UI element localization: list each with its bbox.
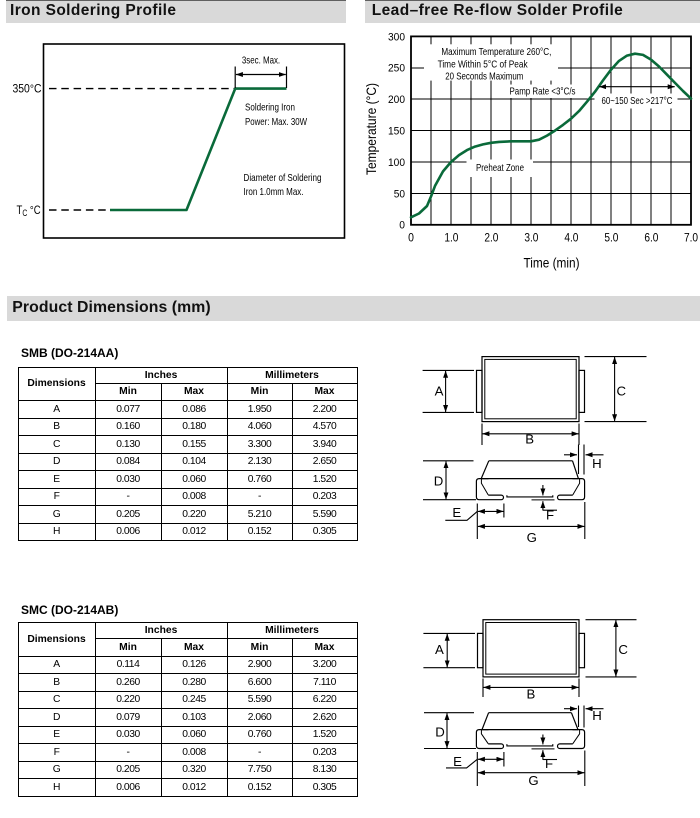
svg-text:5.0: 5.0 (604, 231, 618, 245)
svg-text:B: B (527, 687, 536, 702)
svg-text:3.0: 3.0 (524, 231, 538, 245)
svg-text:C: C (617, 383, 627, 398)
svg-text:D: D (434, 474, 444, 489)
svg-text:50: 50 (394, 188, 405, 200)
svg-text:H: H (592, 456, 602, 471)
svg-text:350°C: 350°C (13, 82, 42, 96)
svg-text:F: F (546, 508, 554, 523)
svg-text:1.0: 1.0 (444, 231, 458, 245)
svg-text:TC °C: TC °C (17, 204, 41, 218)
svg-text:150: 150 (388, 126, 405, 138)
svg-text:E: E (452, 505, 461, 520)
svg-text:20 Seconds Maximum: 20 Seconds Maximum (445, 72, 523, 83)
svg-text:Iron 1.0mm Max.: Iron 1.0mm Max. (244, 187, 304, 198)
svg-text:Preheat Zone: Preheat Zone (476, 163, 524, 174)
svg-text:C: C (618, 642, 628, 657)
svg-text:Power: Max. 30W: Power: Max. 30W (245, 117, 307, 128)
svg-text:F: F (545, 756, 553, 771)
svg-text:200: 200 (388, 94, 405, 106)
svg-text:Diameter of Soldering: Diameter of Soldering (244, 173, 322, 184)
svg-text:6.0: 6.0 (644, 231, 658, 245)
svg-text:0: 0 (399, 220, 405, 232)
svg-text:H: H (592, 708, 602, 723)
svg-text:60~150 Sec >217°C: 60~150 Sec >217°C (602, 96, 673, 107)
svg-text:Time (min): Time (min) (524, 255, 580, 270)
svg-text:7.0: 7.0 (684, 231, 698, 245)
svg-text:4.0: 4.0 (564, 231, 578, 245)
svg-text:3sec. Max.: 3sec. Max. (242, 56, 280, 67)
svg-text:Pamp Rate <3°C/s: Pamp Rate <3°C/s (510, 87, 576, 98)
svg-text:0: 0 (408, 231, 414, 245)
svg-text:Time Within 5°C of Peak: Time Within 5°C of Peak (438, 59, 529, 70)
svg-text:A: A (435, 383, 444, 398)
svg-text:G: G (528, 773, 538, 788)
svg-text:Soldering Iron: Soldering Iron (245, 102, 295, 113)
svg-text:250: 250 (388, 63, 405, 75)
svg-text:2.0: 2.0 (484, 231, 498, 245)
svg-text:100: 100 (388, 157, 405, 169)
svg-text:D: D (435, 725, 445, 740)
svg-text:Maximum Temperature 260°C,: Maximum Temperature 260°C, (441, 47, 551, 58)
svg-text:E: E (453, 754, 462, 769)
svg-text:A: A (435, 642, 444, 657)
svg-text:300: 300 (388, 31, 405, 43)
svg-text:G: G (527, 530, 537, 545)
svg-text:B: B (525, 432, 534, 447)
svg-text:Temperature (°C): Temperature (°C) (364, 83, 379, 175)
